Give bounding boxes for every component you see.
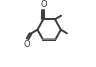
Text: O: O — [40, 0, 47, 9]
Text: O: O — [23, 40, 30, 49]
